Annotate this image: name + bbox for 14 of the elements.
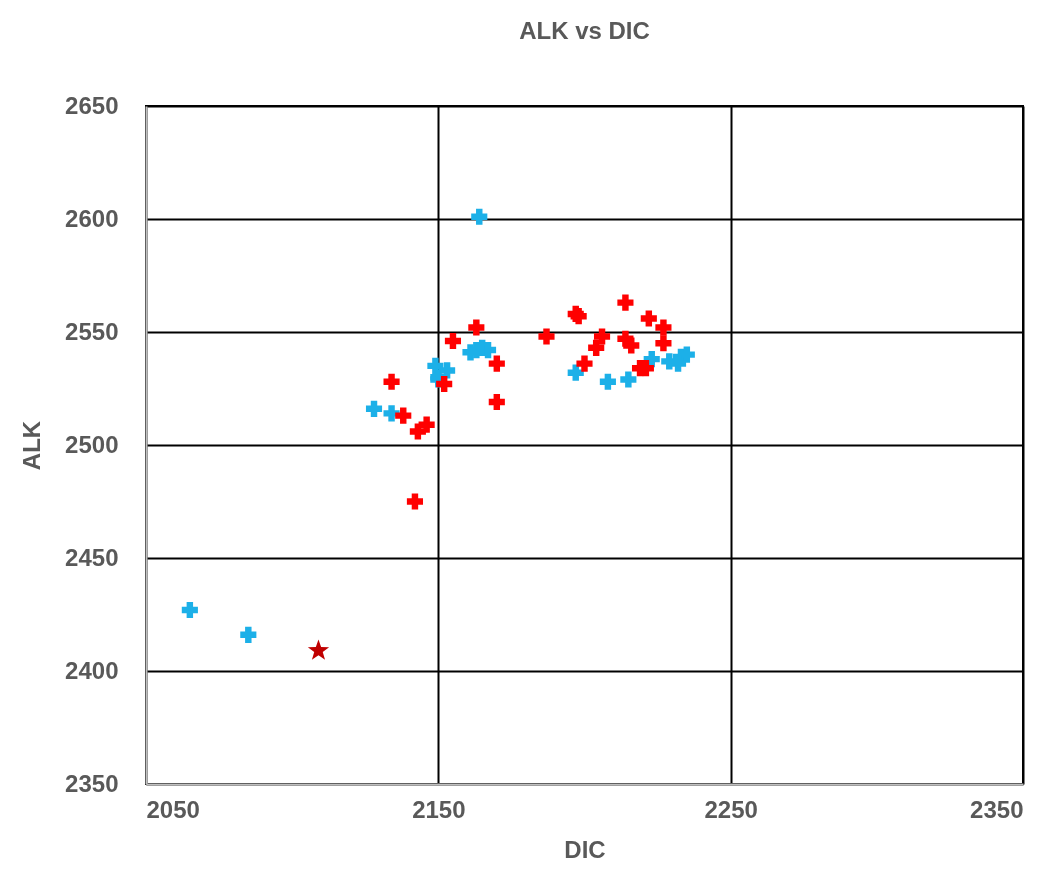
x-axis-title: DIC: [564, 835, 606, 863]
x-tick-label: 2350: [970, 795, 1024, 823]
x-tick-label: 2250: [704, 795, 758, 823]
y-tick-label: 2600: [65, 204, 119, 232]
y-tick-label: 2450: [65, 543, 119, 571]
y-tick-label: 2400: [65, 656, 119, 684]
y-axis-title: ALK: [18, 420, 46, 471]
y-tick-label: 2500: [65, 430, 119, 458]
x-tick-label: 2150: [412, 795, 466, 823]
y-tick-label: 2350: [65, 769, 119, 797]
y-tick-label: 2650: [65, 91, 119, 119]
y-tick-label: 2550: [65, 317, 119, 345]
x-tick-label: 2050: [146, 795, 200, 823]
chart-title: ALK vs DIC: [519, 17, 650, 44]
